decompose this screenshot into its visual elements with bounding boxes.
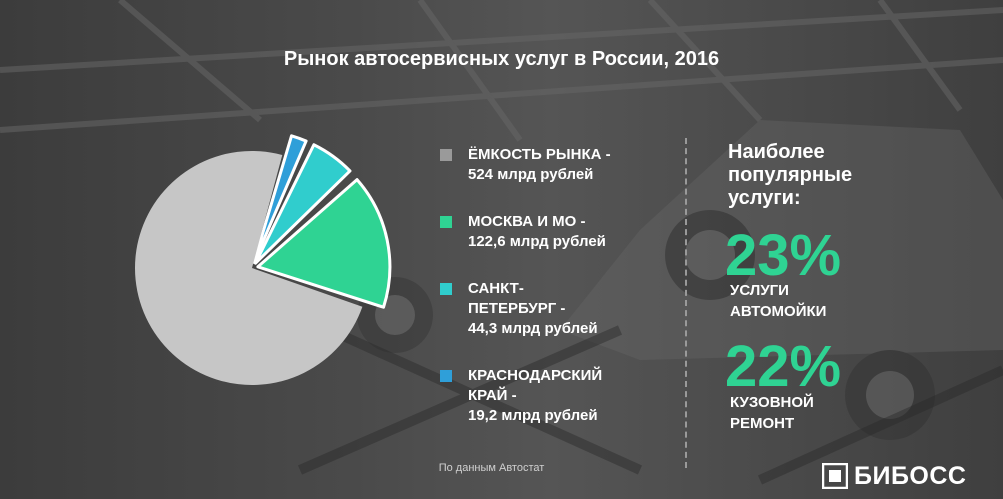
pie-slice-capacity (135, 150, 363, 385)
legend-label-capacity: ЁМКОСТЬ РЫНКА - 524 млрд рублей (468, 146, 611, 183)
legend-label-spb: САНКТ- ПЕТЕРБУРГ - 44,3 млрд рублей (468, 280, 598, 337)
legend-swatch-capacity (440, 149, 452, 161)
pie-slice-krasnodar (252, 134, 308, 264)
stat-label-car-wash: УСЛУГИ АВТОМОЙКИ (730, 282, 827, 320)
stat-value-car-wash: 23% (725, 223, 842, 288)
logo-icon (822, 463, 848, 489)
legend-swatch-moscow (440, 216, 452, 228)
legend-swatch-krasnodar (440, 370, 452, 382)
logo-text: БИБОСС (854, 461, 967, 490)
pie-slice-moscow (256, 178, 392, 309)
stat-label-body-repair: КУЗОВНОЙ РЕМОНТ (730, 394, 814, 432)
brand-logo: БИБОСС (822, 461, 966, 491)
chart-title: Рынок автосервисных услуг в России, 2016 (283, 48, 720, 70)
pie-slice-spb (254, 143, 352, 265)
legend-label-krasnodar: КРАСНОДАРСКИЙ КРАЙ - 19,2 млрд рублей (468, 367, 603, 424)
legend-swatch-spb (440, 283, 452, 295)
legend-label-moscow: МОСКВА И МО - 122,6 млрд рублей (468, 213, 606, 250)
dashed-divider (685, 138, 687, 468)
source-note: По данным Автостат (438, 462, 545, 474)
popular-services-heading: Наиболее популярные услуги: (728, 141, 853, 209)
stat-value-body-repair: 22% (725, 334, 842, 399)
